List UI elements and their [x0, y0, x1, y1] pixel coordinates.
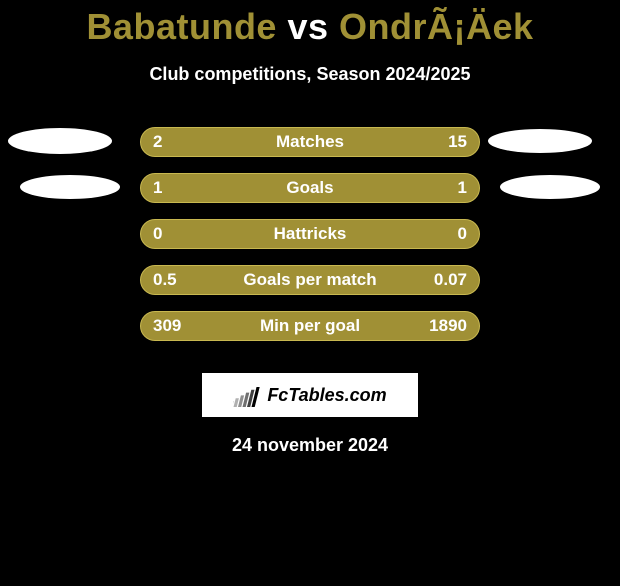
date: 24 november 2024	[0, 435, 620, 456]
stat-row: 1 Goals 1	[0, 173, 620, 219]
logo-text: FcTables.com	[267, 385, 386, 406]
title-player1: Babatunde	[86, 6, 277, 47]
stat-pill: 0.5 Goals per match 0.07	[140, 265, 480, 295]
stat-label: Goals	[286, 178, 333, 198]
logo-box: FcTables.com	[202, 373, 418, 417]
stat-label: Hattricks	[274, 224, 347, 244]
stat-label: Goals per match	[243, 270, 376, 290]
stat-pill: 309 Min per goal 1890	[140, 311, 480, 341]
stat-value-right: 15	[448, 132, 467, 152]
decorative-ellipse	[488, 129, 592, 153]
stat-value-left: 1	[153, 178, 162, 198]
logo: FcTables.com	[233, 383, 386, 407]
stat-value-left: 309	[153, 316, 181, 336]
decorative-ellipse	[20, 175, 120, 199]
bar-chart-icon	[233, 383, 263, 407]
stat-pill: 1 Goals 1	[140, 173, 480, 203]
stat-row: 0 Hattricks 0	[0, 219, 620, 265]
stat-value-right: 1890	[429, 316, 467, 336]
stat-value-right: 0	[458, 224, 467, 244]
stat-label: Min per goal	[260, 316, 360, 336]
stat-row: 0.5 Goals per match 0.07	[0, 265, 620, 311]
decorative-ellipse	[500, 175, 600, 199]
stats-rows: 2 Matches 15 1 Goals 1 0 Hattricks 0 0.5 Goals per…	[0, 127, 620, 357]
stat-pill: 2 Matches 15	[140, 127, 480, 157]
stat-label: Matches	[276, 132, 344, 152]
stat-row: 309 Min per goal 1890	[0, 311, 620, 357]
subtitle: Club competitions, Season 2024/2025	[0, 64, 620, 85]
title-vs: vs	[287, 6, 328, 47]
stat-value-right: 1	[458, 178, 467, 198]
stat-pill: 0 Hattricks 0	[140, 219, 480, 249]
stat-value-left: 2	[153, 132, 162, 152]
stat-value-left: 0	[153, 224, 162, 244]
stat-value-left: 0.5	[153, 270, 177, 290]
decorative-ellipse	[8, 128, 112, 154]
stat-row: 2 Matches 15	[0, 127, 620, 173]
page-title: Babatunde vs OndrÃ¡Äek	[0, 6, 620, 48]
stat-value-right: 0.07	[434, 270, 467, 290]
title-player2: OndrÃ¡Äek	[339, 6, 534, 47]
